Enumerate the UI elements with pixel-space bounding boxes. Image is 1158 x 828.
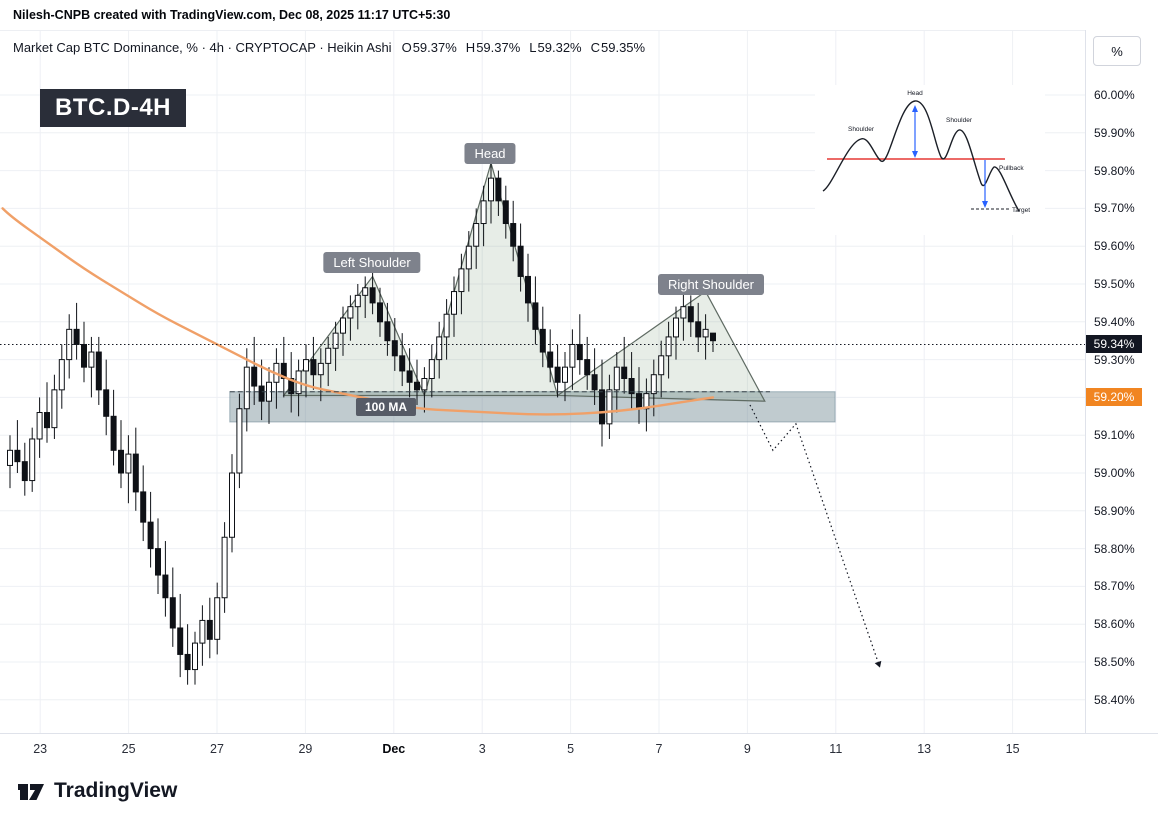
inset-pullback-label: Pullback: [999, 165, 1024, 172]
price-tick-label: 59.90%: [1094, 125, 1135, 140]
time-tick-label: 27: [210, 742, 224, 756]
time-tick-label: 23: [33, 742, 48, 756]
tradingview-brand[interactable]: TradingView: [16, 776, 177, 806]
price-tick-label: 59.50%: [1094, 277, 1135, 291]
price-tick-label: 58.50%: [1094, 655, 1135, 669]
time-tick-label: 25: [121, 742, 136, 756]
price-tick-label: 58.70%: [1094, 579, 1135, 594]
head-and-shoulders-inset-diagram: Shoulder Head Shoulder Pullback Target: [815, 85, 1045, 235]
time-tick-label: Dec: [382, 742, 406, 756]
inset-arrowhead-down: [912, 151, 918, 158]
price-tick-label: 58.60%: [1094, 617, 1135, 632]
price-tick-label: 58.90%: [1094, 503, 1135, 518]
time-tick-label: 15: [1005, 742, 1020, 756]
inset-left-shoulder-label: Shoulder: [848, 126, 875, 133]
ohlc-low-value: 59.32%: [537, 40, 582, 55]
price-tick-label: 59.10%: [1094, 428, 1135, 443]
head-label[interactable]: Head: [464, 143, 516, 164]
price-tick-label: 59.80%: [1094, 163, 1135, 178]
symbol-watermark-badge[interactable]: BTC.D-4H: [40, 89, 186, 127]
left-shoulder-label[interactable]: Left Shoulder: [323, 252, 421, 273]
time-tick-label: 7: [655, 742, 663, 756]
inset-head-label: Head: [907, 90, 923, 97]
time-tick-label: 3: [478, 742, 486, 756]
head-triangle[interactable]: [423, 160, 559, 397]
symbol-description[interactable]: Market Cap BTC Dominance, % · 4h · CRYPT…: [13, 40, 392, 55]
price-tick-label: 58.80%: [1094, 541, 1135, 556]
header-separator: [0, 30, 1158, 31]
inset-right-shoulder-label: Shoulder: [946, 117, 973, 124]
inset-arrowhead-up: [912, 105, 918, 112]
attribution-text: Nilesh-CNPB created with TradingView.com…: [13, 8, 451, 22]
chart-legend: Market Cap BTC Dominance, % · 4h · CRYPT…: [13, 40, 645, 55]
last-price-badge: 59.34%: [1086, 335, 1142, 354]
right-shoulder-label[interactable]: Right Shoulder: [658, 274, 764, 295]
price-tick-label: 59.60%: [1094, 239, 1135, 254]
tradingview-wordmark: TradingView: [54, 779, 178, 802]
neckline-support-zone[interactable]: [229, 391, 836, 423]
price-tick-label: 59.40%: [1094, 314, 1135, 329]
time-tick-label: 13: [917, 742, 932, 756]
price-axis[interactable]: 60.00% 59.90% 59.80% 59.70% 59.60% 59.50% 59.4…: [1085, 30, 1158, 733]
candles: [7, 163, 716, 685]
ma-100-label[interactable]: 100 MA: [355, 398, 417, 416]
ohlc-high-value: 59.37%: [476, 40, 521, 55]
projection-arrowhead: [874, 660, 882, 668]
ohlc-high-label: H: [465, 40, 476, 55]
time-tick-label: 29: [298, 742, 313, 756]
ohlc-close-label: C: [590, 40, 600, 55]
tradingview-logo-icon: [18, 784, 44, 800]
inset-target-arrowhead: [982, 201, 988, 208]
time-tick-label: 9: [743, 742, 751, 756]
ohlc-open-value: 59.37%: [412, 40, 457, 55]
ohlc-close-value: 59.35%: [601, 40, 646, 55]
price-tick-label: 59.30%: [1094, 352, 1135, 367]
price-tick-label: 60.00%: [1094, 88, 1135, 102]
ma-price-badge: 59.20%: [1086, 388, 1142, 407]
price-tick-label: 58.40%: [1094, 692, 1135, 707]
price-tick-label: 59.70%: [1094, 201, 1135, 216]
time-tick-label: 11: [829, 742, 843, 756]
percent-scale-button[interactable]: %: [1093, 36, 1141, 66]
inset-price-curve: [822, 100, 1020, 212]
inset-background: [815, 85, 1045, 235]
inset-target-label: Target: [1012, 207, 1030, 214]
ohlc-values: O 59.37% H 59.37% L 59.32% C 59.35%: [402, 40, 646, 55]
ohlc-low-label: L: [529, 40, 537, 55]
price-tick-label: 59.00%: [1094, 466, 1135, 480]
time-axis[interactable]: 23 25 27 29 Dec 3 5 7 9 11 13 15: [0, 733, 1158, 765]
ma-100-line[interactable]: [1, 207, 715, 416]
time-tick-label: 5: [567, 742, 575, 756]
ohlc-open-label: O: [401, 40, 412, 55]
breakdown-projection-path[interactable]: [749, 404, 879, 663]
left-shoulder-triangle[interactable]: [282, 275, 426, 397]
